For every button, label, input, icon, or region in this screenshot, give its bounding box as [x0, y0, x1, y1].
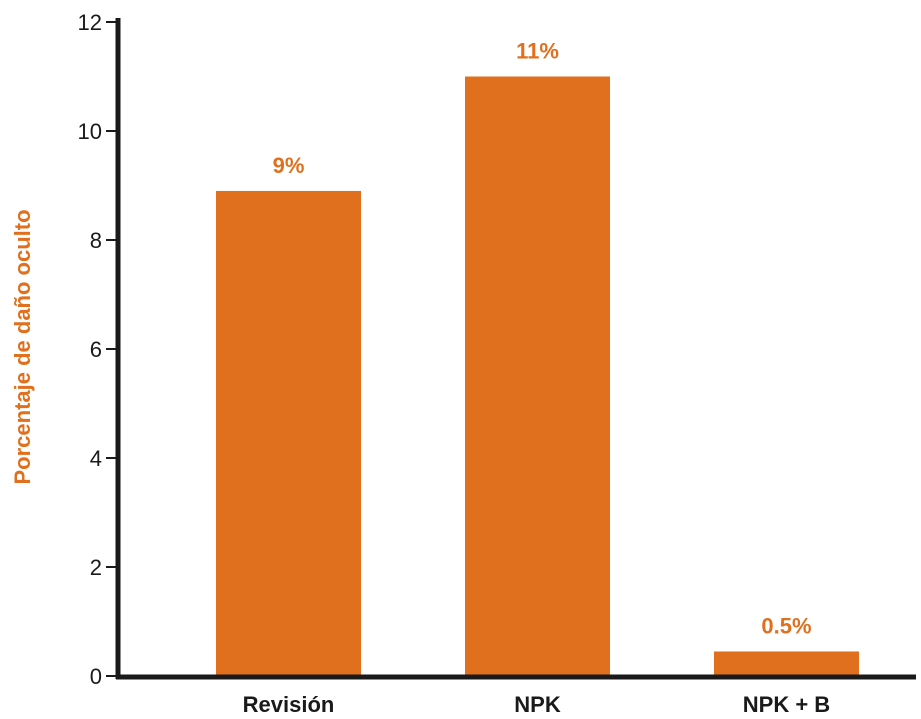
bar-data-label: 9%	[273, 153, 305, 178]
y-tick-label: 2	[90, 555, 102, 580]
x-labels-group: Revisión NPK NPK + B	[243, 692, 831, 717]
y-tick-label: 8	[90, 228, 102, 253]
y-axis-label: Porcentaje de daño oculto	[10, 209, 35, 484]
bar-data-label: 11%	[516, 39, 559, 64]
bar	[465, 76, 610, 676]
bars-group	[216, 76, 859, 676]
y-tick-label: 12	[78, 10, 102, 35]
bar	[216, 190, 361, 676]
y-tick-label: 0	[90, 664, 102, 689]
y-tick-label: 6	[90, 337, 102, 362]
x-category-label: Revisión	[243, 692, 335, 717]
x-category-label: NPK	[514, 692, 561, 717]
data-labels-group: 9% 11% 0.5%	[273, 39, 812, 639]
y-axis-label-group: Porcentaje de daño oculto	[10, 209, 35, 484]
y-tick-label: 10	[78, 119, 102, 144]
axes-group	[115, 18, 916, 680]
x-category-label: NPK + B	[743, 692, 830, 717]
bar	[714, 651, 859, 676]
y-ticks-group: 0 2 4 6 8 10 12	[78, 10, 118, 689]
bar-data-label: 0.5%	[761, 613, 811, 638]
y-tick-label: 4	[90, 446, 102, 471]
